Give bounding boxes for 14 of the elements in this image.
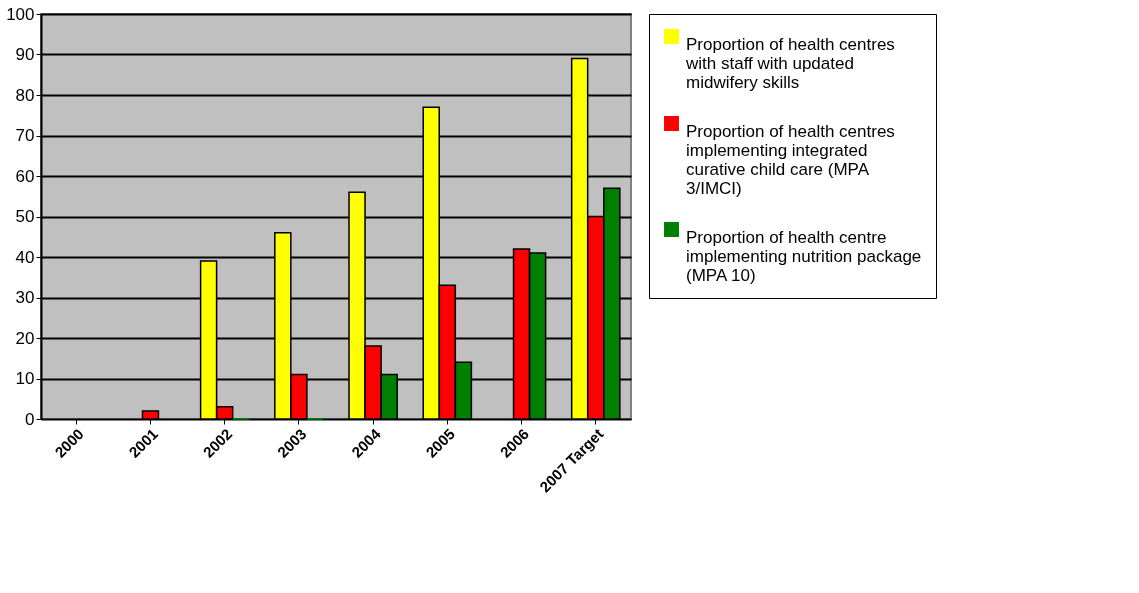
y-tick-label: 60: [15, 166, 35, 186]
y-tick-label: 100: [6, 4, 35, 24]
y-tick-label: 40: [15, 247, 35, 267]
legend-label: Proportion of health centre implementing nutrition package (MPA 10): [686, 227, 922, 285]
legend-label: Proportion of health centres with staff with updated midwifery skills: [685, 34, 895, 92]
y-tick-label: 20: [15, 328, 35, 348]
y-tick-label: 90: [15, 45, 35, 64]
y-tick-label: 80: [15, 85, 35, 105]
y-tick-label: 50: [15, 207, 35, 226]
y-tick-label: 30: [15, 288, 35, 307]
y-tick-label: 70: [15, 126, 35, 145]
legend-label: Proportion of health centres implementing integrated curative child care (MPA 3/IMCI): [686, 121, 895, 198]
y-tick-label: 10: [15, 369, 35, 388]
y-tick-label: 0: [25, 409, 35, 429]
